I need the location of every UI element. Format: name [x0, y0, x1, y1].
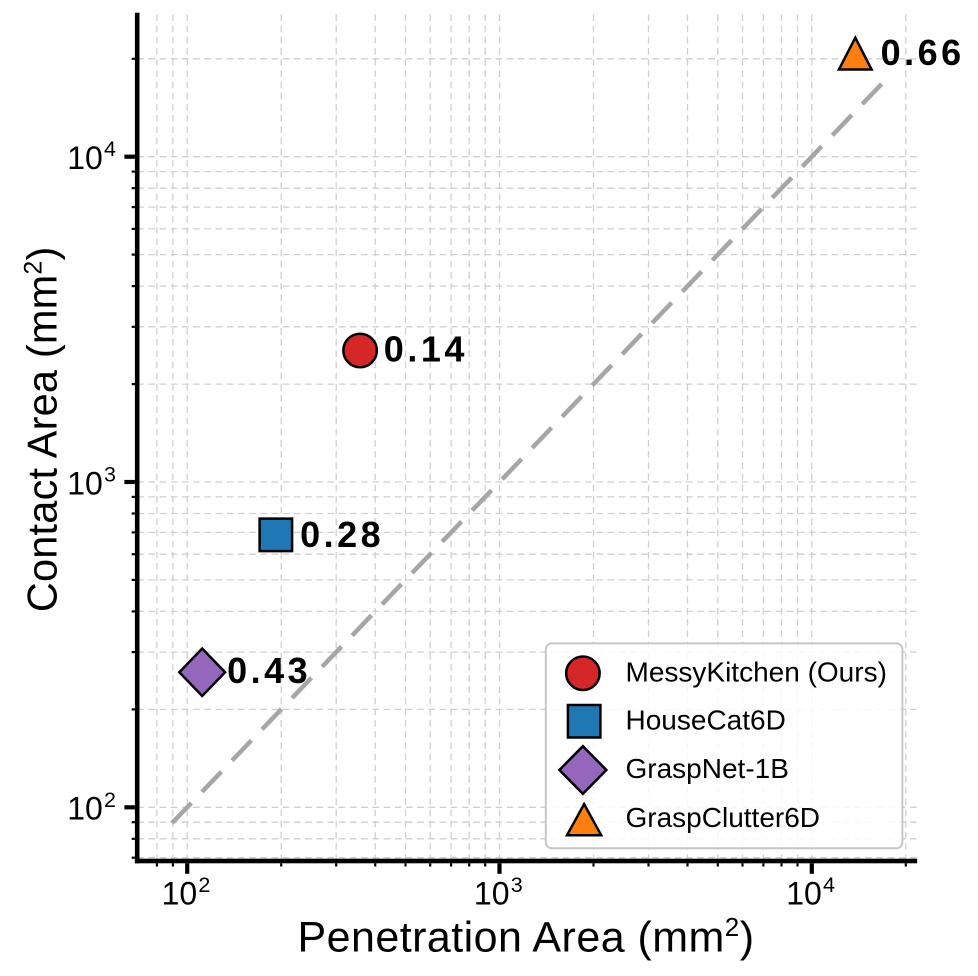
svg-text:GraspNet-1B: GraspNet-1B [626, 753, 789, 784]
svg-text:HouseCat6D: HouseCat6D [626, 705, 786, 736]
svg-text:0.14: 0.14 [384, 328, 468, 369]
svg-text:0.66: 0.66 [881, 32, 965, 73]
svg-text:MessyKitchen (Ours): MessyKitchen (Ours) [626, 657, 887, 688]
svg-text:0.43: 0.43 [227, 650, 311, 691]
svg-text:0.28: 0.28 [300, 514, 384, 555]
svg-text:Penetration Area (mm2): Penetration Area (mm2) [298, 912, 755, 961]
svg-text:GraspClutter6D: GraspClutter6D [626, 802, 821, 833]
svg-text:102: 102 [162, 873, 211, 912]
svg-text:Contact Area (mm2): Contact Area (mm2) [19, 246, 66, 612]
